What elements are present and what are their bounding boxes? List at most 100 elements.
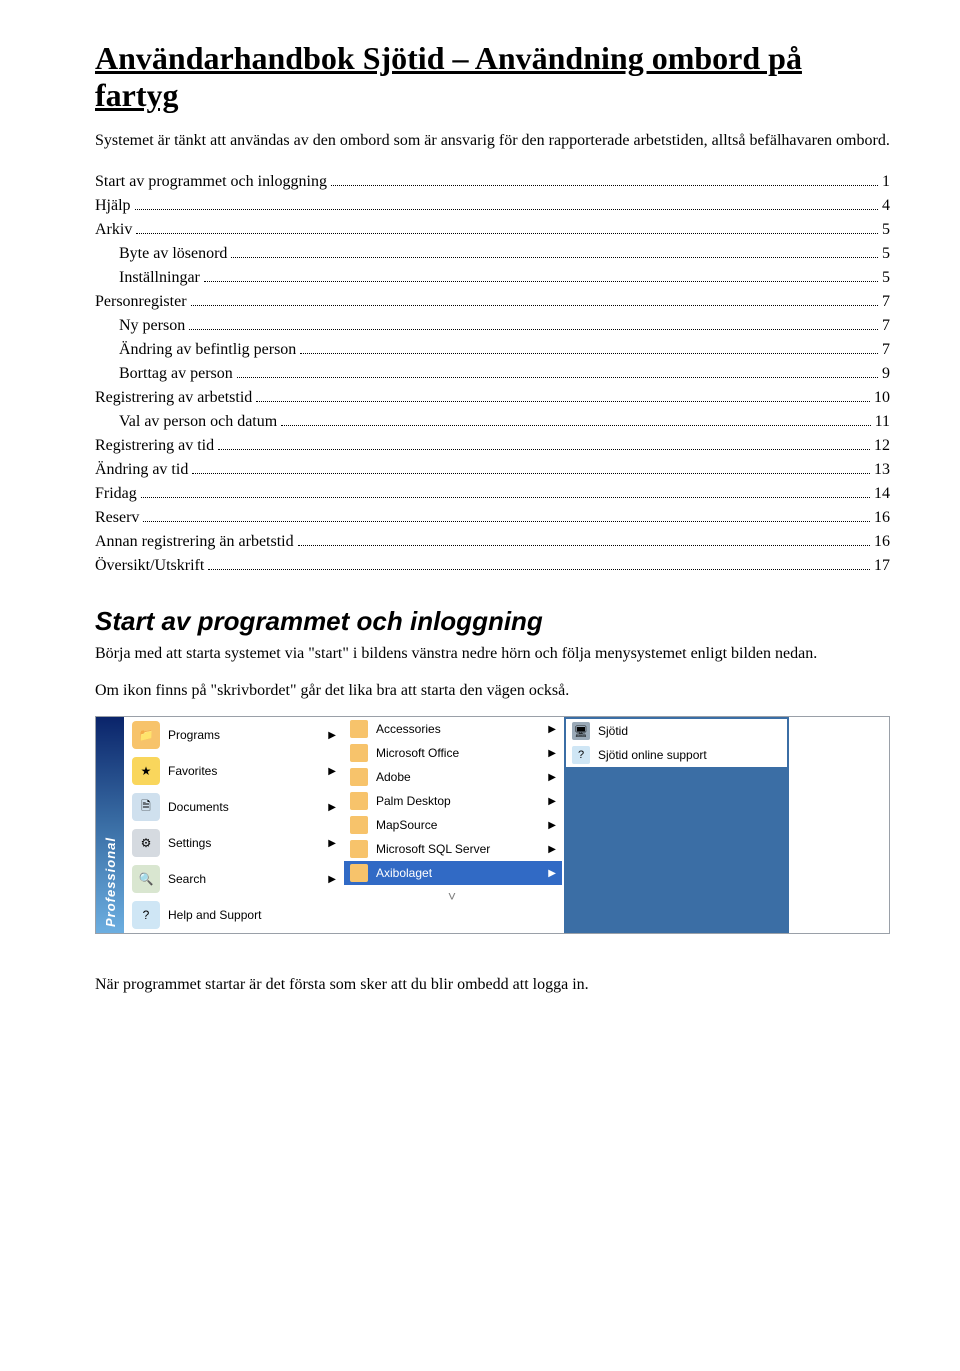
submenu-arrow-icon: ▶	[548, 724, 556, 735]
menu-item-label: Settings	[168, 836, 211, 850]
toc-label: Ändring av tid	[95, 458, 188, 482]
toc-leader-dots	[300, 340, 878, 354]
toc-leader-dots	[231, 244, 878, 258]
toc-row[interactable]: Fridag 14	[95, 482, 890, 506]
toc-row[interactable]: Registrering av arbetstid10	[95, 386, 890, 410]
expand-menu-button[interactable]: ˅	[344, 885, 562, 907]
menu-item-icon: 📁	[132, 721, 160, 749]
toc-label: Reserv	[95, 506, 139, 530]
closing-text: När programmet startar är det första som…	[95, 974, 890, 996]
toc-leader-dots	[135, 196, 878, 210]
toc-label: Fridag	[95, 482, 137, 506]
start-menu-programs-column: Accessories▶Microsoft Office▶Adobe▶Palm …	[344, 717, 562, 933]
menu-item-label: Microsoft Office	[376, 746, 459, 760]
toc-row[interactable]: Byte av lösenord5	[95, 242, 890, 266]
toc-leader-dots	[136, 220, 878, 234]
folder-icon	[350, 840, 368, 858]
programs-menu-item[interactable]: MapSource▶	[344, 813, 562, 837]
toc-row[interactable]: Arkiv 5	[95, 218, 890, 242]
toc-page-number: 17	[874, 554, 890, 578]
submenu-arrow-icon: ▶	[548, 772, 556, 783]
toc-row[interactable]: Reserv 16	[95, 506, 890, 530]
submenu-item[interactable]: 🖥Sjötid	[566, 719, 787, 743]
programs-menu-item[interactable]: Accessories ▶	[344, 717, 562, 741]
menu-item-label: Microsoft SQL Server	[376, 842, 490, 856]
toc-label: Hjälp	[95, 194, 131, 218]
programs-menu-item[interactable]: Microsoft SQL Server▶	[344, 837, 562, 861]
start-menu-item[interactable]: ? Help and Support	[126, 897, 342, 933]
toc-label: Annan registrering än arbetstid	[95, 530, 294, 554]
toc-page-number: 7	[882, 338, 890, 362]
toc-leader-dots	[256, 388, 870, 402]
toc-row[interactable]: Start av programmet och inloggning 1	[95, 170, 890, 194]
start-menu-submenu-column: 🖥Sjötid?Sjötid online support	[564, 717, 789, 933]
submenu-item[interactable]: ?Sjötid online support	[566, 743, 787, 767]
toc-row[interactable]: Översikt/Utskrift17	[95, 554, 890, 578]
menu-item-icon: 🔍	[132, 865, 160, 893]
toc-row[interactable]: Ändring av tid13	[95, 458, 890, 482]
toc-row[interactable]: Ändring av befintlig person7	[95, 338, 890, 362]
toc-row[interactable]: Hjälp 4	[95, 194, 890, 218]
table-of-contents: Start av programmet och inloggning1Hjälp…	[95, 170, 890, 578]
submenu-arrow-icon: ▶	[548, 820, 556, 831]
toc-leader-dots	[189, 316, 878, 330]
toc-page-number: 7	[882, 314, 890, 338]
start-menu-item[interactable]: 📁Programs▶	[126, 717, 342, 753]
programs-menu-item[interactable]: Palm Desktop▶	[344, 789, 562, 813]
toc-page-number: 14	[874, 482, 890, 506]
toc-page-number: 9	[882, 362, 890, 386]
submenu-arrow-icon: ▶	[548, 796, 556, 807]
toc-row[interactable]: Ny person 7	[95, 314, 890, 338]
start-menu-item[interactable]: ⚙Settings▶	[126, 825, 342, 861]
toc-label: Borttag av person	[95, 362, 233, 386]
section-paragraph-2: Om ikon finns på "skrivbordet" går det l…	[95, 680, 890, 702]
toc-page-number: 16	[874, 530, 890, 554]
toc-row[interactable]: Annan registrering än arbetstid 16	[95, 530, 890, 554]
toc-row[interactable]: Registrering av tid 12	[95, 434, 890, 458]
toc-label: Registrering av arbetstid	[95, 386, 252, 410]
toc-label: Start av programmet och inloggning	[95, 170, 327, 194]
folder-icon	[350, 792, 368, 810]
xp-edition-label: Professional	[103, 837, 118, 927]
toc-row[interactable]: Val av person och datum11	[95, 410, 890, 434]
toc-leader-dots	[281, 412, 870, 426]
toc-leader-dots	[204, 268, 878, 282]
menu-item-label: Help and Support	[168, 908, 261, 922]
xp-sidebar: Professional	[96, 717, 124, 933]
toc-page-number: 7	[882, 290, 890, 314]
toc-row[interactable]: Personregister7	[95, 290, 890, 314]
start-menu-item[interactable]: 🔍 Search ▶	[126, 861, 342, 897]
toc-page-number: 1	[882, 170, 890, 194]
toc-label: Val av person och datum	[95, 410, 277, 434]
toc-page-number: 4	[882, 194, 890, 218]
toc-leader-dots	[218, 436, 870, 450]
menu-item-icon: 🗎	[132, 793, 160, 821]
menu-item-icon: ?	[132, 901, 160, 929]
toc-row[interactable]: Inställningar5	[95, 266, 890, 290]
toc-label: Arkiv	[95, 218, 132, 242]
toc-page-number: 12	[874, 434, 890, 458]
start-menu-item[interactable]: ★Favorites▶	[126, 753, 342, 789]
page-title: Användarhandbok Sjötid – Användning ombo…	[95, 40, 890, 114]
app-icon: 🖥	[572, 722, 590, 740]
toc-label: Ny person	[95, 314, 185, 338]
submenu-arrow-icon: ▶	[328, 874, 336, 885]
toc-label: Registrering av tid	[95, 434, 214, 458]
toc-leader-dots	[208, 556, 870, 570]
submenu-arrow-icon: ▶	[548, 748, 556, 759]
programs-menu-item[interactable]: Microsoft Office ▶	[344, 741, 562, 765]
programs-menu-item[interactable]: Axibolaget▶	[344, 861, 562, 885]
toc-row[interactable]: Borttag av person 9	[95, 362, 890, 386]
start-menu-item[interactable]: 🗎Documents▶	[126, 789, 342, 825]
menu-item-label: Axibolaget	[376, 866, 432, 880]
submenu-arrow-icon: ▶	[328, 730, 336, 741]
toc-leader-dots	[298, 532, 870, 546]
toc-page-number: 5	[882, 218, 890, 242]
folder-icon	[350, 816, 368, 834]
toc-label: Byte av lösenord	[95, 242, 227, 266]
toc-page-number: 16	[874, 506, 890, 530]
menu-item-label: Favorites	[168, 764, 217, 778]
menu-item-label: Search	[168, 872, 206, 886]
menu-item-label: Accessories	[376, 722, 441, 736]
programs-menu-item[interactable]: Adobe▶	[344, 765, 562, 789]
